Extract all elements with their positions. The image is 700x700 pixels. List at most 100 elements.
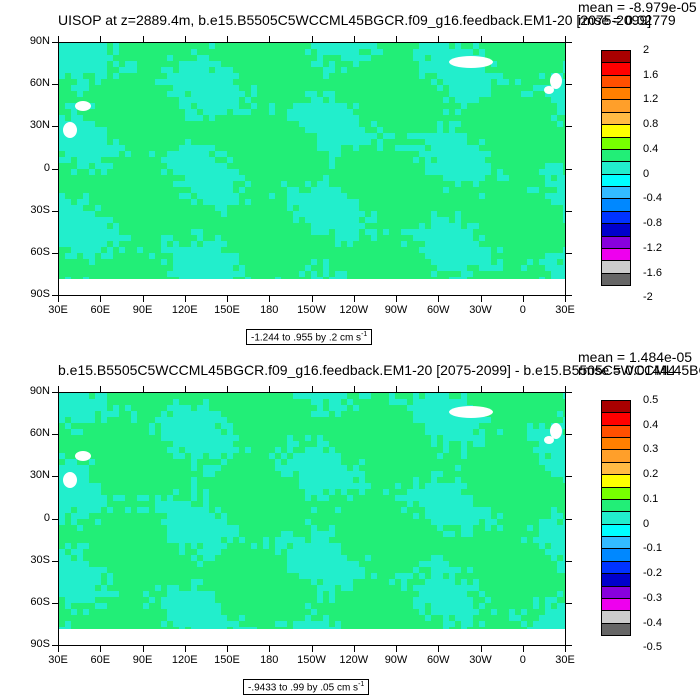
colorbar-cell xyxy=(601,247,631,262)
lon-tick-label: 90W xyxy=(384,304,408,316)
colorbar-cell xyxy=(601,260,631,274)
map-panel-1: UISOP at z=2889.4m, b.e15.B5505C5WCCML45… xyxy=(30,0,697,346)
colorbar-label: 2 xyxy=(643,44,650,56)
missing-data-blob xyxy=(63,122,77,138)
colorbar-cell xyxy=(601,74,631,89)
lon-tick xyxy=(269,296,271,302)
lon-tick xyxy=(269,386,271,392)
colorbar-cell xyxy=(601,498,631,513)
range-unit-exponent: -1 xyxy=(361,331,368,338)
colorbar-cell xyxy=(601,560,631,575)
field-pattern xyxy=(59,43,565,283)
lat-tick xyxy=(52,126,58,128)
lon-tick xyxy=(565,36,566,42)
lon-tick xyxy=(522,646,524,652)
colorbar-cell xyxy=(601,50,631,64)
missing-data-blob xyxy=(63,472,77,488)
colorbar-cell xyxy=(601,622,631,636)
lon-tick xyxy=(227,36,228,42)
lon-tick xyxy=(311,386,313,392)
lat-tick xyxy=(52,42,58,43)
lon-tick xyxy=(184,646,186,652)
lon-tick-label: 90W xyxy=(384,654,408,666)
field-map xyxy=(59,393,565,645)
panel-title: UISOP at z=2889.4m, b.e15.B5505C5WCCML45… xyxy=(58,12,652,28)
range-text: -1.244 to .955 by .2 cm s xyxy=(251,332,362,344)
lon-tick xyxy=(100,646,102,652)
missing-data-band xyxy=(59,629,565,645)
colorbar-cell xyxy=(601,461,631,476)
colorbar-cell xyxy=(601,437,631,451)
lon-tick xyxy=(184,296,186,302)
lon-tick xyxy=(480,36,482,42)
lat-tick xyxy=(566,518,572,520)
lon-tick xyxy=(353,386,355,392)
lat-tick xyxy=(566,434,572,436)
lon-tick-label: 30E xyxy=(555,304,575,316)
lon-tick xyxy=(438,36,440,42)
colorbar-cell xyxy=(601,610,631,624)
lon-tick xyxy=(396,386,397,392)
lon-tick-label: 30E xyxy=(48,304,68,316)
colorbar-label: -0.5 xyxy=(643,641,662,654)
lat-tick xyxy=(566,392,572,393)
lon-tick xyxy=(142,386,144,392)
field-pattern xyxy=(59,393,565,633)
lat-tick xyxy=(52,602,58,604)
lon-tick xyxy=(353,296,355,302)
colorbar-cell xyxy=(601,124,631,138)
colorbar-cell xyxy=(601,148,631,163)
missing-data-blob xyxy=(449,406,493,418)
rmse-stat: rmse = 0.02779 xyxy=(578,12,676,28)
colorbar-label: 0.3 xyxy=(643,443,659,456)
lat-tick xyxy=(566,295,572,296)
contour-range-label: -1.244 to .955 by .2 cm s-1 xyxy=(246,329,373,346)
missing-data-blob xyxy=(550,73,562,89)
mean-stat: mean = -8.979e-05 xyxy=(578,0,697,15)
lon-tick xyxy=(269,646,271,652)
lon-tick-label: 30W xyxy=(469,304,492,316)
colorbar-cell xyxy=(601,173,631,188)
lon-tick xyxy=(311,646,313,652)
lat-tick-label: 60N xyxy=(29,427,50,440)
lat-tick xyxy=(566,560,572,562)
lat-tick xyxy=(52,645,58,646)
colorbar-label: 1.2 xyxy=(643,93,659,106)
colorbar: 2 1.6 1.2 0.8 0.4 0 -0.4 -0.8 -1.2 -1.6 -2 xyxy=(601,44,662,303)
lon-tick xyxy=(353,646,355,652)
lat-tick xyxy=(566,168,572,170)
colorbar-cell xyxy=(601,111,631,126)
lat-tick xyxy=(52,252,58,254)
lon-tick xyxy=(269,36,271,42)
colorbar-cell xyxy=(601,523,631,538)
colorbar-cell xyxy=(601,198,631,212)
lon-tick-label: 180 xyxy=(260,304,279,316)
colorbar-cell xyxy=(601,186,631,200)
missing-data-blob xyxy=(550,423,562,439)
missing-data-blob xyxy=(544,436,554,444)
colorbar-label: 0.5 xyxy=(643,394,659,406)
lon-tick-label: 0 xyxy=(519,654,526,666)
lon-tick xyxy=(480,646,482,652)
colorbar-label: 0.4 xyxy=(643,142,659,155)
lon-tick xyxy=(142,36,144,42)
lon-tick-label: 30E xyxy=(555,654,575,666)
lon-tick-label: 150W xyxy=(297,654,326,666)
colorbar-label: 0.4 xyxy=(643,418,659,431)
lon-tick xyxy=(565,296,566,302)
lon-tick-label: 60E xyxy=(90,304,111,316)
lon-tick xyxy=(480,296,482,302)
range-unit-exponent: -1 xyxy=(358,681,365,688)
colorbar-label: 0.2 xyxy=(643,468,659,481)
lon-tick xyxy=(438,296,440,302)
colorbar-label: 0.8 xyxy=(643,118,659,131)
lat-tick xyxy=(52,295,58,296)
lon-tick xyxy=(438,646,440,652)
lon-tick-label: 180 xyxy=(260,654,279,666)
lat-tick xyxy=(52,392,58,393)
lat-tick xyxy=(52,84,58,86)
lat-tick xyxy=(52,168,58,170)
lon-tick xyxy=(311,36,313,42)
lon-tick-label: 0 xyxy=(519,304,526,316)
lon-tick-label: 30E xyxy=(48,654,68,666)
